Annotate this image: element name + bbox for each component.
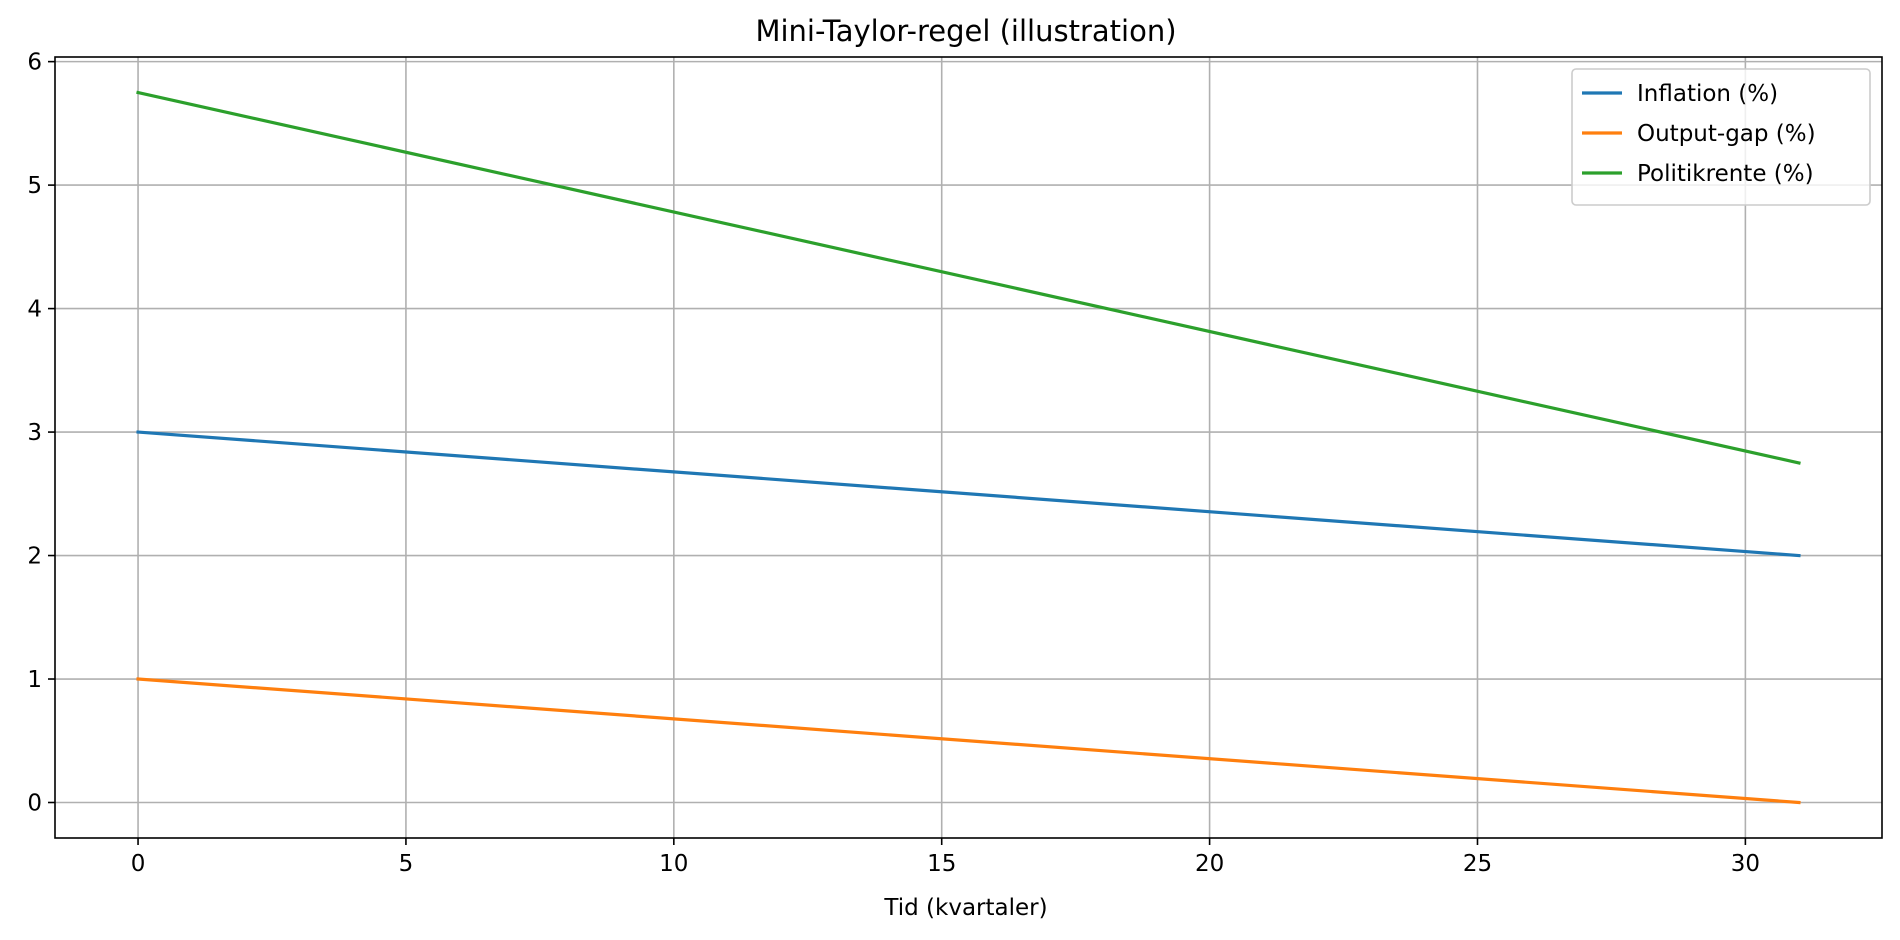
y-tick-label: 3 bbox=[27, 420, 42, 446]
legend-label: Output-gap (%) bbox=[1637, 121, 1816, 147]
y-tick-label: 6 bbox=[27, 50, 42, 76]
legend: Inflation (%) Output-gap (%) Politikrente … bbox=[1571, 68, 1871, 206]
x-tick-label: 5 bbox=[399, 851, 414, 877]
legend-box bbox=[1571, 68, 1871, 206]
x-tick-label: 20 bbox=[1195, 851, 1224, 877]
y-tick-label: 4 bbox=[27, 297, 42, 323]
x-tick-label: 10 bbox=[659, 851, 688, 877]
y-tick-label: 2 bbox=[27, 544, 42, 570]
grid bbox=[55, 57, 1882, 838]
legend-label: Inflation (%) bbox=[1637, 81, 1778, 107]
y-tick-label: 0 bbox=[27, 791, 42, 817]
x-axis-label: Tid (kvartaler) bbox=[883, 895, 1047, 921]
y-tick-label: 1 bbox=[27, 667, 42, 693]
x-tick-label: 25 bbox=[1463, 851, 1492, 877]
chart-title: Mini-Taylor-regel (illustration) bbox=[755, 14, 1176, 48]
y-tick-label: 5 bbox=[27, 173, 42, 199]
legend-label: Politikrente (%) bbox=[1637, 161, 1814, 187]
x-tick-label: 30 bbox=[1731, 851, 1760, 877]
series-lines bbox=[136, 90, 1801, 805]
series-line-3 bbox=[136, 90, 1801, 465]
axis-ticks: 0 5 10 15 20 25 30 0 1 2 3 4 5 6 bbox=[27, 50, 1760, 877]
plot-frame bbox=[54, 56, 1883, 839]
series-line-1 bbox=[136, 430, 1801, 558]
x-tick-label: 15 bbox=[927, 851, 956, 877]
series-line-2 bbox=[136, 677, 1801, 805]
x-tick-label: 0 bbox=[131, 851, 146, 877]
